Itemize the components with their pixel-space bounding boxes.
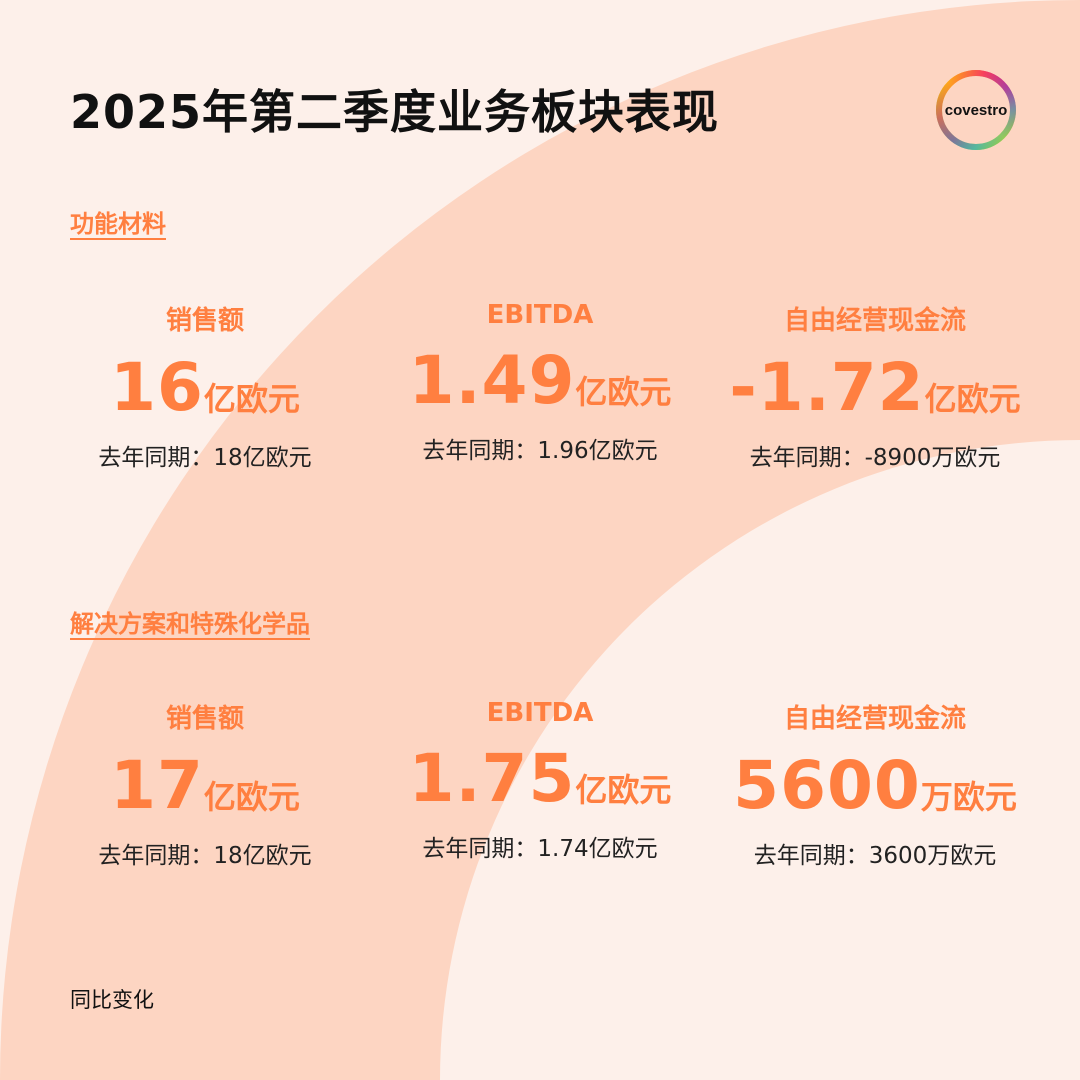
metric-value: -1.72: [729, 349, 925, 426]
metric-unit: 亿欧元: [203, 380, 300, 418]
covestro-logo: covestro: [936, 70, 1016, 150]
metric-unit: 亿欧元: [924, 380, 1021, 418]
segment-title-solutions-specialties: 解决方案和特殊化学品: [70, 610, 310, 638]
metric-unit: 亿欧元: [575, 373, 672, 411]
metric-prior: 去年同期：-8900万欧元: [749, 445, 1001, 471]
metric-sales: 销售额 16亿欧元 去年同期：18亿欧元: [35, 300, 375, 472]
metric-value: 17: [110, 747, 204, 824]
metric-label: 自由经营现金流: [783, 704, 966, 734]
page-title: 2025年第二季度业务板块表现: [70, 85, 720, 139]
metric-sales: 销售额 17亿欧元 去年同期：18亿欧元: [35, 698, 375, 870]
metric-prior: 去年同期：3600万欧元: [753, 843, 997, 869]
metric-free-cash-flow: 自由经营现金流 5600万欧元 去年同期：3600万欧元: [705, 698, 1045, 870]
segment-title-functional-materials: 功能材料: [70, 210, 166, 238]
metric-label: EBITDA: [486, 698, 594, 728]
metric-label: 销售额: [165, 704, 244, 734]
metric-label: 自由经营现金流: [783, 306, 966, 336]
metric-label: 销售额: [165, 306, 244, 336]
metric-ebitda: EBITDA 1.49亿欧元 去年同期：1.96亿欧元: [370, 300, 710, 465]
metric-unit: 亿欧元: [575, 771, 672, 809]
metric-prior: 去年同期：18亿欧元: [98, 445, 312, 471]
metric-value: 1.49: [408, 342, 576, 419]
svg-text:covestro: covestro: [945, 102, 1008, 119]
metric-ebitda: EBITDA 1.75亿欧元 去年同期：1.74亿欧元: [370, 698, 710, 863]
metric-unit: 亿欧元: [203, 778, 300, 816]
metric-value: 16: [110, 349, 204, 426]
metric-free-cash-flow: 自由经营现金流 -1.72亿欧元 去年同期：-8900万欧元: [705, 300, 1045, 472]
footer-note: 同比变化: [70, 988, 154, 1012]
metric-unit: 万欧元: [920, 778, 1017, 816]
metric-label: EBITDA: [486, 300, 594, 330]
metric-value: 5600: [733, 747, 921, 824]
metric-value: 1.75: [408, 740, 576, 817]
metric-prior: 去年同期：18亿欧元: [98, 843, 312, 869]
metric-prior: 去年同期：1.74亿欧元: [422, 836, 658, 862]
metric-prior: 去年同期：1.96亿欧元: [422, 438, 658, 464]
